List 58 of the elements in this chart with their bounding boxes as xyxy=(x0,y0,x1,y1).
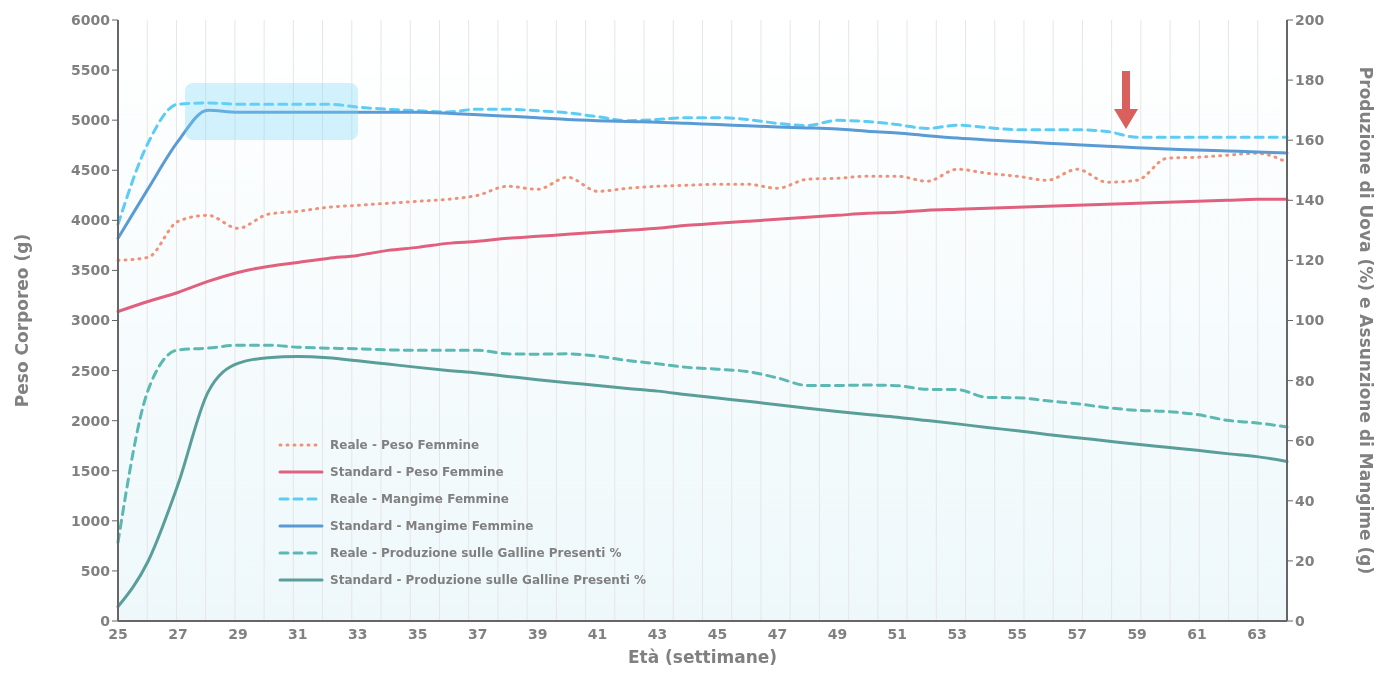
x-tick-label: 59 xyxy=(1127,625,1147,642)
line-series xyxy=(116,197,1289,313)
y-tick-label: 4500 xyxy=(71,162,111,179)
y2-tick-label: 80 xyxy=(1295,372,1315,389)
y-tick-label: 1000 xyxy=(71,512,111,529)
y-tick-label: 3000 xyxy=(71,312,111,329)
legend-label: Standard - Peso Femmine xyxy=(330,464,504,479)
y-tick-label: 3500 xyxy=(71,262,111,279)
y2-tick-label: 60 xyxy=(1295,432,1315,449)
y-tick-label: 5000 xyxy=(71,112,111,129)
x-tick-label: 37 xyxy=(467,625,488,642)
x-tick-label: 27 xyxy=(168,625,188,642)
x-tick-label: 49 xyxy=(827,625,848,642)
x-tick-label: 29 xyxy=(228,625,248,642)
y2-axis-title: Produzione di Uova (%) e Assunzione di Mangime (g) xyxy=(1355,66,1376,575)
x-tick-label: 53 xyxy=(947,625,968,642)
x-tick-label: 61 xyxy=(1187,625,1207,642)
x-tick-label: 43 xyxy=(647,625,668,642)
line-series xyxy=(116,343,1289,544)
y2-tick-label: 200 xyxy=(1295,11,1325,28)
legend-label: Standard - Mangime Femmine xyxy=(330,518,534,533)
y2-tick-label: 40 xyxy=(1295,492,1315,509)
legend-label: Reale - Produzione sulle Galline Presenti % xyxy=(330,545,622,560)
y-tick-label: 4000 xyxy=(71,212,111,229)
x-tick-label: 35 xyxy=(408,625,428,642)
y-axis-title: Peso Corporeo (g) xyxy=(12,233,33,408)
y-tick-label: 500 xyxy=(80,562,111,579)
x-tick-label: 51 xyxy=(887,625,908,642)
x-tick-label: 39 xyxy=(527,625,548,642)
y-tick-label: 2500 xyxy=(71,362,111,379)
y2-tick-label: 160 xyxy=(1295,132,1325,149)
y-tick-label: 6000 xyxy=(71,11,111,28)
x-tick-label: 63 xyxy=(1247,625,1267,642)
x-tick-label: 47 xyxy=(767,625,788,642)
y-tick-label: 5500 xyxy=(71,62,111,79)
x-tick-label: 31 xyxy=(288,625,308,642)
x-tick-label: 57 xyxy=(1067,625,1087,642)
line-series xyxy=(116,101,1289,226)
y2-tick-label: 120 xyxy=(1295,252,1325,269)
line-series xyxy=(116,108,1289,240)
x-tick-label: 41 xyxy=(587,625,608,642)
y2-tick-label: 140 xyxy=(1295,192,1325,209)
y-tick-label: 2000 xyxy=(71,412,111,429)
y2-tick-label: 100 xyxy=(1295,312,1325,329)
y-tick-label: 0 xyxy=(100,612,111,629)
y2-tick-label: 20 xyxy=(1295,552,1315,569)
legend-label: Reale - Peso Femmine xyxy=(330,437,480,452)
x-tick-label: 55 xyxy=(1007,625,1027,642)
x-axis-title: Età (settimane) xyxy=(627,647,778,667)
y2-tick-label: 0 xyxy=(1295,612,1305,629)
line-series xyxy=(116,355,1289,609)
y-tick-label: 1500 xyxy=(71,462,111,479)
legend-label: Reale - Mangime Femmine xyxy=(330,491,509,506)
x-tick-label: 33 xyxy=(348,625,368,642)
y2-tick-label: 180 xyxy=(1295,72,1325,89)
legend-label: Standard - Produzione sulle Galline Presenti % xyxy=(330,572,646,587)
x-tick-label: 45 xyxy=(707,625,728,642)
x-tick-label: 25 xyxy=(108,625,128,642)
